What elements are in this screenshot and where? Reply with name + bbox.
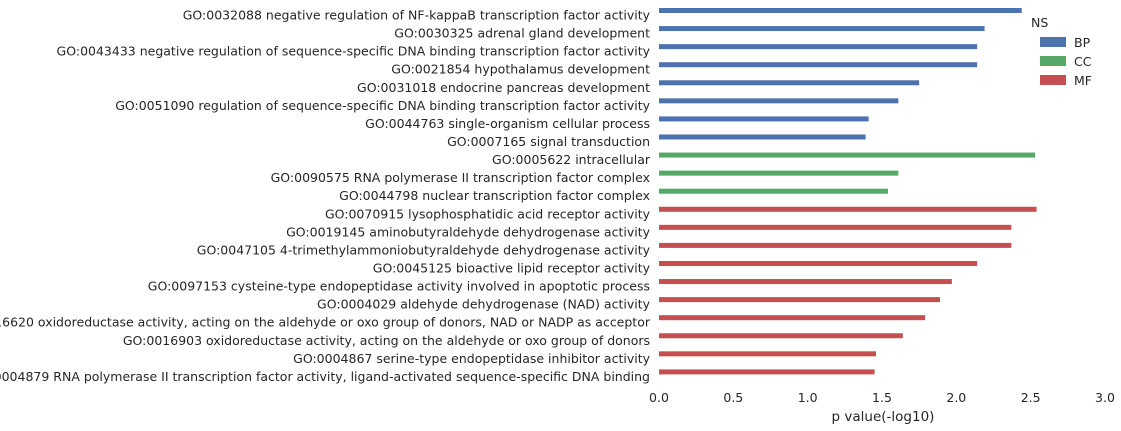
legend: NS BP CC MF bbox=[1031, 15, 1092, 88]
category-label: GO:0032088 negative regulation of NF-kap… bbox=[183, 8, 651, 23]
x-axis-ticks: 0.0 0.5 1.0 1.5 2.0 2.5 3.0 bbox=[649, 390, 1115, 405]
legend-label-mf: MF bbox=[1074, 73, 1092, 88]
bar-mf bbox=[659, 260, 978, 266]
category-label: GO:0031018 endocrine pancreas developmen… bbox=[357, 80, 650, 95]
bar-bp bbox=[659, 98, 899, 104]
bar-cc bbox=[659, 170, 899, 176]
x-tick-label: 1.0 bbox=[798, 390, 818, 405]
category-label: GO:0004879 RNA polymerase II transcripti… bbox=[0, 369, 650, 384]
x-tick-label: 2.0 bbox=[946, 390, 966, 405]
legend-entries: BP CC MF bbox=[1040, 35, 1092, 88]
legend-label-cc: CC bbox=[1074, 54, 1092, 69]
category-label: GO:0097153 cysteine-type endopeptidase a… bbox=[148, 279, 650, 294]
category-label: GO:0004029 aldehyde dehydrogenase (NAD) … bbox=[317, 297, 651, 312]
legend-swatch-cc bbox=[1040, 56, 1066, 66]
bar-mf bbox=[659, 224, 1012, 230]
x-tick-label: 3.0 bbox=[1095, 390, 1115, 405]
bar-mf bbox=[659, 369, 875, 375]
bar-mf bbox=[659, 242, 1012, 248]
category-label: GO:0044798 nuclear transcription factor … bbox=[339, 188, 650, 203]
bar-cc bbox=[659, 188, 888, 194]
category-label: GO:0021854 hypothalamus development bbox=[391, 62, 650, 77]
category-label: GO:0045125 bioactive lipid receptor acti… bbox=[373, 260, 651, 275]
bar-bp bbox=[659, 80, 920, 86]
bar-cc bbox=[659, 152, 1036, 158]
category-label: GO:0016903 oxidoreductase activity, acti… bbox=[123, 333, 650, 348]
category-label: GO:0016620 oxidoreductase activity, acti… bbox=[0, 315, 651, 330]
category-label: GO:0004867 serine-type endopeptidase inh… bbox=[293, 351, 650, 366]
bar-mf bbox=[659, 279, 952, 285]
x-axis-title: p value(-log10) bbox=[832, 409, 935, 425]
category-label: GO:0007165 signal transduction bbox=[447, 134, 650, 149]
bar-mf bbox=[659, 297, 940, 303]
category-labels: GO:0032088 negative regulation of NF-kap… bbox=[0, 8, 651, 384]
x-tick-label: 2.5 bbox=[1021, 390, 1041, 405]
category-label: GO:0044763 single-organism cellular proc… bbox=[365, 116, 650, 131]
bar-mf bbox=[659, 333, 903, 339]
legend-label-bp: BP bbox=[1074, 35, 1091, 50]
bar-mf bbox=[659, 315, 926, 321]
bar-bp bbox=[659, 26, 985, 32]
category-label: GO:0070915 lysophosphatidic acid recepto… bbox=[325, 206, 651, 221]
bar-mf bbox=[659, 351, 877, 357]
bar-bp bbox=[659, 134, 866, 140]
category-label: GO:0047105 4-trimethylammoniobutyraldehy… bbox=[197, 242, 651, 257]
category-label: GO:0019145 aminobutyraldehyde dehydrogen… bbox=[286, 224, 650, 239]
x-tick-label: 0.0 bbox=[649, 390, 669, 405]
category-label: GO:0005622 intracellular bbox=[492, 152, 651, 167]
bar-bp bbox=[659, 116, 869, 122]
x-tick-label: 1.5 bbox=[872, 390, 892, 405]
legend-title: NS bbox=[1031, 15, 1048, 30]
bar-mf bbox=[659, 206, 1037, 212]
bar-bp bbox=[659, 8, 1022, 13]
bar-bp bbox=[659, 44, 978, 50]
category-label: GO:0090575 RNA polymerase II transcripti… bbox=[271, 170, 650, 185]
bar-bp bbox=[659, 62, 978, 68]
category-label: GO:0030325 adrenal gland development bbox=[394, 26, 650, 41]
legend-swatch-bp bbox=[1040, 37, 1066, 47]
category-label: GO:0051090 regulation of sequence-specif… bbox=[115, 98, 650, 113]
legend-swatch-mf bbox=[1040, 75, 1066, 85]
x-tick-label: 0.5 bbox=[723, 390, 743, 405]
bars-layer bbox=[659, 8, 1037, 375]
category-label: GO:0043433 negative regulation of sequen… bbox=[57, 44, 651, 59]
